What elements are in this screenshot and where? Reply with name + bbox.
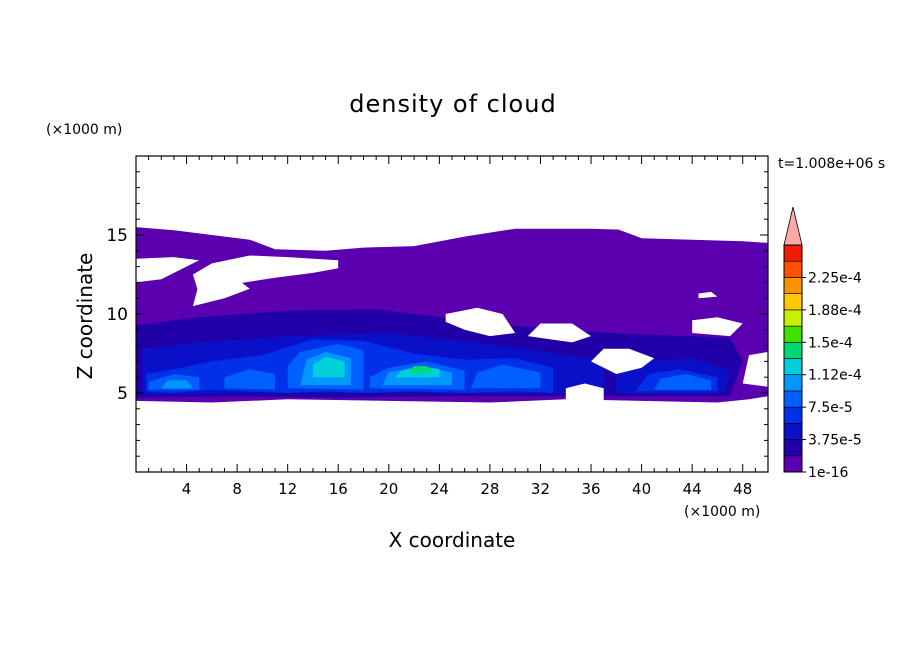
cloud-free-region [692,317,743,337]
contour-region-level-8 [407,366,433,373]
cloud-free-region [565,383,604,403]
contour-region-level-5 [471,364,541,389]
colorbar: 1e-16 3.75e-5 7.5e-5 1.12e-4 1.5e-4 1.88e-4 2.… [783,206,862,481]
x-tick-label: 4 [182,480,192,498]
chart-title: density of cloud [349,90,556,118]
colorbar-tick-label: 1e-16 [808,465,848,481]
colorbar-swatch [783,390,803,408]
y-tick-label: 5 [117,384,128,404]
cloud-free-region [591,348,655,374]
colorbar-tick-label: 1.5e-4 [808,335,853,351]
colorbar-swatch [783,455,803,473]
x-tick-label: 12 [278,480,297,498]
y-tick-label: 10 [106,305,128,325]
colorbar-swatch [783,260,803,278]
contour-region-level-6 [161,380,193,389]
colorbar-swatch [783,325,803,343]
x-tick-label: 28 [480,480,499,498]
contour-region-level-5 [654,374,712,390]
x-axis-label: X coordinate [389,528,516,552]
colorbar-swatch [783,277,803,294]
x-tick-label: 36 [581,480,600,498]
colorbar-tick-label: 7.5e-5 [808,400,853,416]
colorbar-tick-label: 3.75e-5 [808,433,862,449]
colorbar-swatch [783,341,803,359]
cloud-free-region [698,291,718,299]
cloud-free-region [742,351,768,387]
cloud-free-region [616,225,768,243]
colorbar-extend-arrow [783,206,803,246]
x-tick-label: 16 [329,480,348,498]
colorbar-tick-label: 1.88e-4 [808,303,862,319]
x-axis: 4 8 12 16 20 24 28 32 36 40 44 48 [148,156,756,498]
colorbar-swatch [783,374,803,392]
contour-region-level-5 [224,369,275,390]
colorbar-tick-label: 2.25e-4 [808,270,862,286]
x-tick-label: 44 [683,480,702,498]
cloud-free-region [192,255,339,295]
x-tick-label: 40 [632,480,651,498]
colorbar-tick-label: 1.12e-4 [808,368,862,384]
x-tick-label: 48 [733,480,752,498]
contour-fills [136,225,768,403]
colorbar-swatch [783,293,803,311]
colorbar-swatch [783,406,803,424]
y-axis: 5 10 15 [106,171,768,457]
x-tick-label: 32 [531,480,550,498]
time-label: t=1.008e+06 s [778,156,885,172]
contour-region-level-7 [313,356,345,378]
colorbar-swatch [783,423,803,440]
colorbar-swatch [783,244,803,262]
y-unit-label: (×1000 m) [46,122,122,138]
cloud-free-region [445,307,516,337]
cloud-free-region [192,279,250,307]
colorbar-frame [783,244,803,473]
cloud-free-region [136,257,200,283]
x-unit-label: (×1000 m) [684,504,760,520]
cloud-free-region [527,323,591,343]
y-axis-label: Z coordinate [73,253,97,380]
x-tick-label: 24 [430,480,449,498]
y-tick-label: 15 [106,226,128,246]
colorbar-swatch [783,358,803,376]
x-tick-label: 20 [379,480,398,498]
x-tick-label: 8 [232,480,242,498]
colorbar-swatch [783,309,803,327]
colorbar-swatch [783,439,803,457]
